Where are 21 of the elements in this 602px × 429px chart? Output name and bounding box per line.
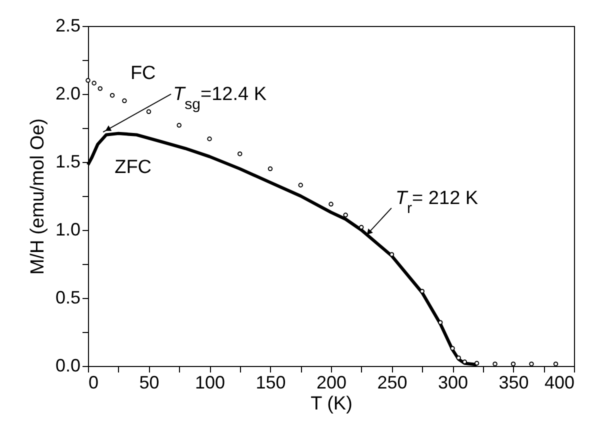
y-axis-title: M/H (emu/mol Oe) bbox=[27, 118, 48, 275]
x-tick-label: 300 bbox=[438, 372, 468, 392]
y-tick-label: 0.5 bbox=[55, 288, 80, 308]
x-tick-label: 0 bbox=[88, 372, 99, 392]
y-tick-label: 2.5 bbox=[55, 16, 80, 36]
x-tick-label: 50 bbox=[139, 372, 160, 392]
y-tick-label: 0.0 bbox=[55, 356, 80, 376]
x-axis-title: T (K) bbox=[310, 394, 352, 414]
annotation: T$_{sg}$=12.4 K bbox=[173, 84, 267, 113]
x-tick-label: 400 bbox=[544, 372, 574, 392]
series-label: FC bbox=[130, 62, 156, 84]
y-tick-label: 1.5 bbox=[55, 152, 80, 172]
x-tick-label: 150 bbox=[256, 372, 286, 392]
y-tick-label: 2.0 bbox=[55, 84, 80, 104]
y-tick-label: 1.0 bbox=[55, 220, 80, 240]
x-tick-label: 200 bbox=[316, 372, 347, 392]
series-label: ZFC bbox=[114, 156, 152, 178]
x-tick-label: 250 bbox=[377, 372, 408, 392]
x-tick-label: 350 bbox=[498, 372, 529, 392]
x-tick-label: 100 bbox=[194, 372, 226, 392]
annotation: T$_{r}$= 212 K bbox=[395, 188, 478, 217]
